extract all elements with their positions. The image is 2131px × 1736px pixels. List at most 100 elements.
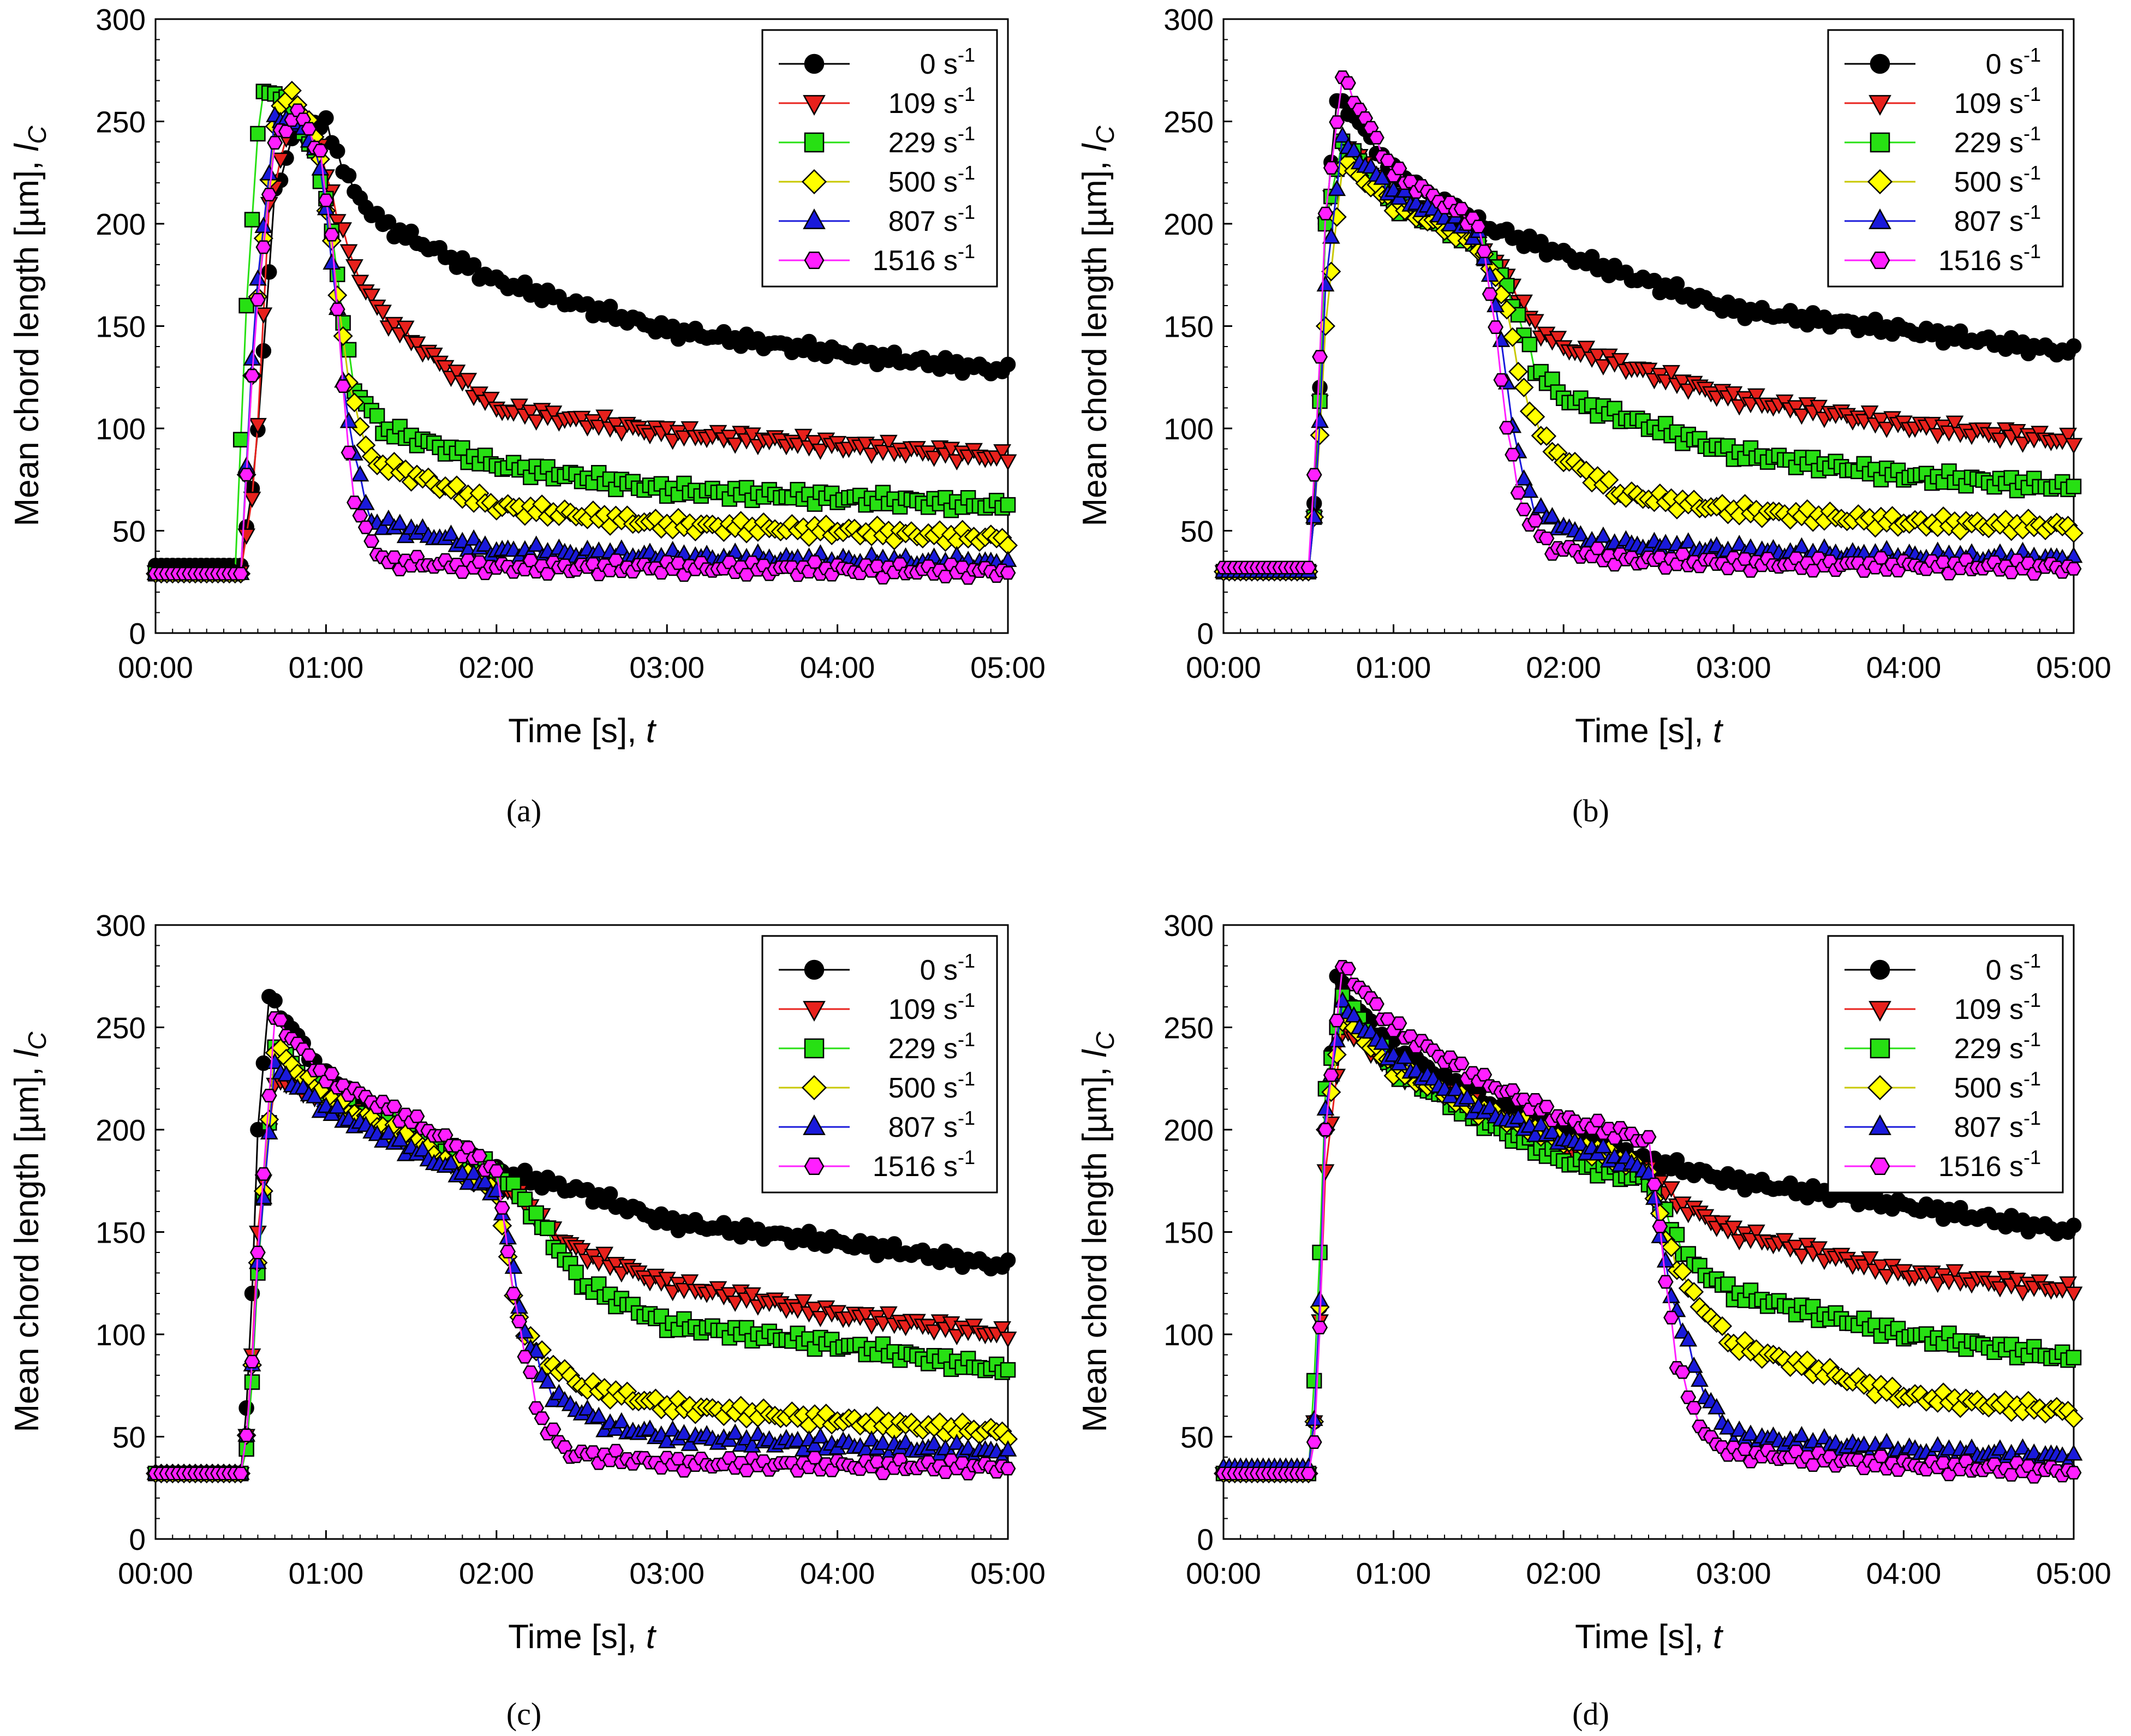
- data-point: [341, 445, 357, 460]
- data-point: [324, 228, 340, 242]
- x-tick-label: 04:00: [1866, 651, 1942, 684]
- data-point: [1940, 1439, 1958, 1456]
- legend-label: 500 s-1: [1954, 162, 2041, 198]
- legend-label: 1516 s-1: [1938, 1146, 2041, 1183]
- data-point: [1940, 1274, 1958, 1291]
- data-point: [238, 468, 255, 482]
- data-point: [1708, 1398, 1726, 1415]
- legend-box: [1827, 29, 2064, 288]
- data-point: [1991, 432, 2009, 449]
- series-1516: [147, 1011, 1016, 1481]
- x-tick-label: 01:00: [1356, 1556, 1431, 1590]
- data-point: [1584, 249, 1600, 265]
- legend-marker: [804, 53, 825, 74]
- data-point: [1000, 1461, 1016, 1476]
- data-point: [1000, 1362, 1016, 1378]
- y-tick-label: 300: [1163, 909, 1214, 942]
- x-tick-label: 00:00: [1186, 1556, 1261, 1590]
- data-point: [1718, 1418, 1737, 1435]
- data-point: [1395, 1047, 1414, 1064]
- series-1516: [1215, 70, 2082, 581]
- data-point: [1787, 400, 1805, 417]
- data-point: [499, 1228, 517, 1245]
- legend-marker: [1869, 1001, 1891, 1022]
- panel-c: 0 50 100 150 200 250 300 00:00 01:00 02:00 03:00 04…: [8, 909, 1046, 1656]
- data-point: [1000, 497, 1016, 513]
- data-point: [607, 417, 625, 434]
- data-point: [1544, 371, 1560, 387]
- data-point: [425, 347, 443, 364]
- data-point: [471, 1149, 488, 1163]
- legend-marker: [1867, 169, 1893, 195]
- data-point: [329, 143, 345, 159]
- data-point: [1345, 1006, 1363, 1023]
- data-point: [476, 1172, 494, 1189]
- data-point: [1656, 534, 1675, 550]
- data-point: [1741, 1424, 1760, 1441]
- data-point: [494, 1201, 510, 1215]
- data-point: [1514, 377, 1534, 397]
- data-point: [1685, 1356, 1703, 1373]
- data-point: [1470, 219, 1487, 234]
- data-point: [369, 408, 385, 424]
- data-point: [1646, 1177, 1662, 1191]
- y-tick-label: 0: [1197, 1523, 1214, 1556]
- data-point: [1594, 359, 1613, 375]
- panel-d: 0 50 100 150 200 250 300 00:00 01:00 02:00 03:00 04…: [1076, 909, 2111, 1656]
- data-point: [540, 1220, 556, 1236]
- data-point: [925, 1324, 944, 1341]
- data-point: [261, 264, 277, 280]
- data-point: [720, 1287, 739, 1304]
- data-point: [1611, 353, 1629, 369]
- legend-label: 500 s-1: [888, 1067, 975, 1104]
- legend-label: 109 s-1: [888, 83, 975, 120]
- data-point: [301, 122, 317, 136]
- data-point: [260, 1123, 278, 1140]
- x-tick-label: 01:00: [289, 1556, 364, 1590]
- data-point: [352, 509, 368, 523]
- data-point: [344, 392, 365, 413]
- caption-c: (c): [506, 1696, 541, 1732]
- x-tick-label: 00:00: [118, 1556, 193, 1590]
- data-point: [1329, 115, 1345, 129]
- data-point: [391, 1130, 409, 1147]
- data-point: [2064, 1286, 2083, 1303]
- data-point: [2059, 1276, 2078, 1293]
- data-point: [476, 535, 494, 552]
- data-point: [312, 174, 329, 189]
- data-point: [1797, 1350, 1817, 1370]
- data-point: [1340, 962, 1356, 976]
- data-point: [351, 465, 369, 482]
- data-point: [1323, 1068, 1339, 1082]
- y-tick-label: 200: [95, 207, 146, 241]
- legend-box: [1827, 935, 2064, 1194]
- x-tick-label: 02:00: [1526, 1556, 1601, 1590]
- data-point: [1867, 312, 1883, 327]
- data-point: [1549, 331, 1567, 348]
- data-point: [1673, 374, 1692, 391]
- data-point: [255, 1167, 272, 1181]
- data-point: [1940, 425, 1958, 442]
- data-point: [357, 520, 374, 534]
- data-point: [681, 1274, 699, 1291]
- data-point: [278, 124, 294, 139]
- data-point: [255, 343, 272, 359]
- data-point: [1991, 1439, 2009, 1456]
- data-point: [459, 1173, 477, 1190]
- data-point: [1502, 327, 1523, 347]
- data-point: [1662, 365, 1680, 381]
- data-point: [363, 534, 380, 548]
- data-point: [589, 1406, 608, 1423]
- data-point: [1476, 244, 1493, 259]
- data-point: [1329, 1013, 1345, 1028]
- x-tick-label: 05:00: [970, 1556, 1046, 1590]
- x-tick-label: 01:00: [289, 651, 364, 684]
- data-point: [1333, 126, 1352, 143]
- data-point: [311, 159, 330, 176]
- data-point: [1673, 1261, 1693, 1281]
- data-point: [1300, 560, 1317, 575]
- data-point: [317, 199, 335, 216]
- legend-marker: [1869, 208, 1891, 229]
